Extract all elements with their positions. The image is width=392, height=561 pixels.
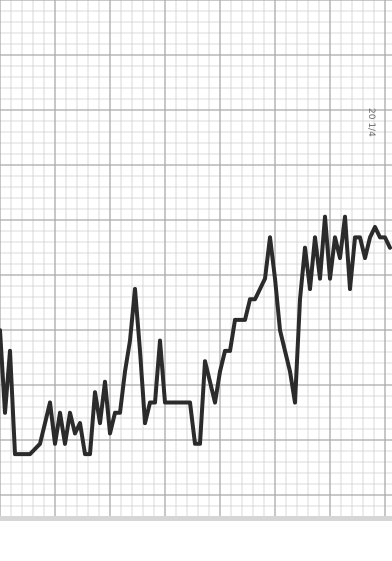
trace-points bbox=[0, 216, 391, 455]
chart-bottom-edge bbox=[0, 516, 392, 521]
annotation-text: 20 1/4 bbox=[366, 108, 376, 137]
ecg-trace-line bbox=[0, 214, 392, 457]
annotation-note: 20 1/4 bbox=[366, 108, 392, 168]
